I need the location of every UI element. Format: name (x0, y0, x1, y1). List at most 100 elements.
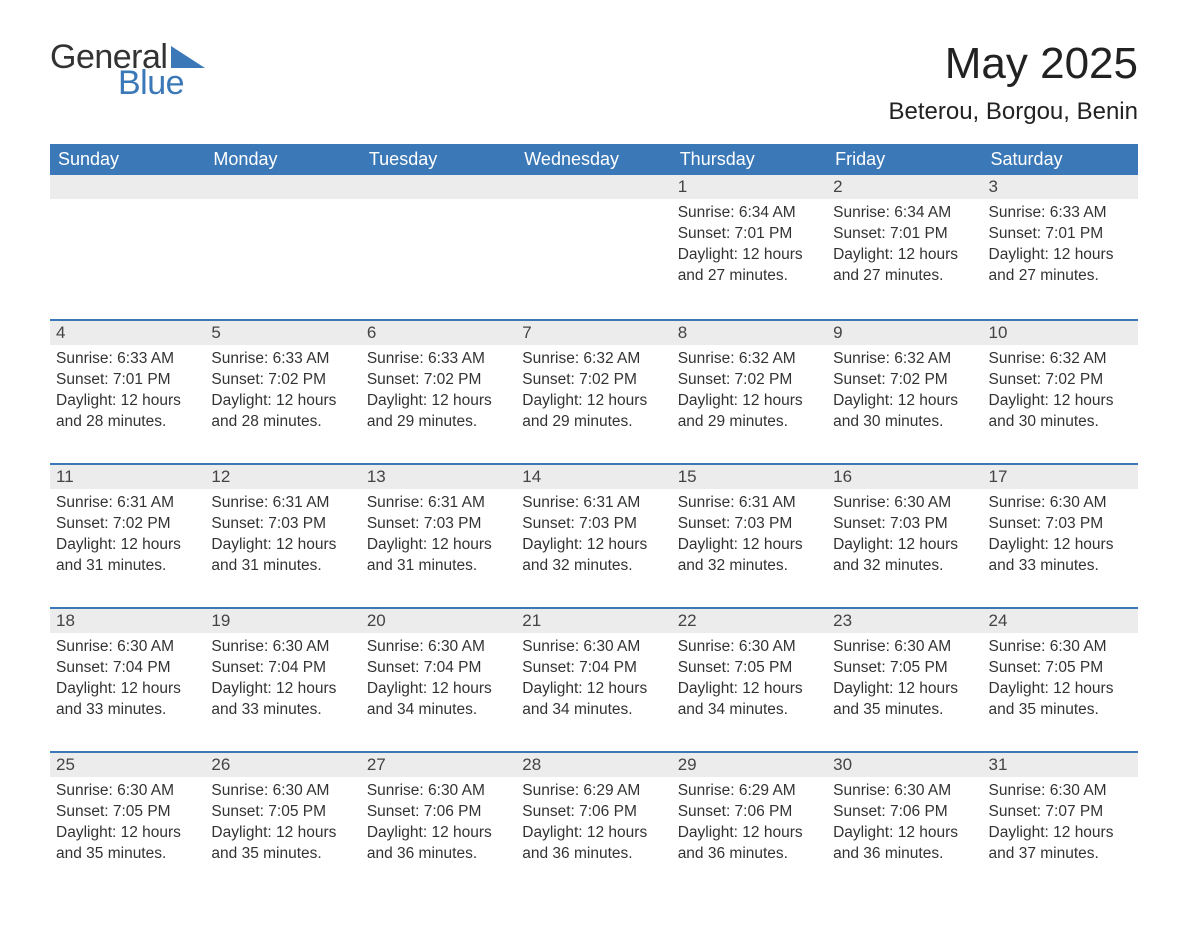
daylight-line: Daylight: 12 hours and 27 minutes. (833, 245, 976, 287)
sunset-line: Sunset: 7:05 PM (833, 658, 976, 679)
sunrise-line: Sunrise: 6:30 AM (833, 637, 976, 658)
daylight-line: Daylight: 12 hours and 34 minutes. (522, 679, 665, 721)
day-details: Sunrise: 6:30 AMSunset: 7:06 PMDaylight:… (827, 777, 982, 869)
empty-day-bar (361, 175, 516, 199)
sunset-line: Sunset: 7:04 PM (522, 658, 665, 679)
daylight-line: Daylight: 12 hours and 36 minutes. (833, 823, 976, 865)
daylight-line: Daylight: 12 hours and 35 minutes. (833, 679, 976, 721)
day-number-bar: 31 (983, 751, 1138, 777)
weekday-header: Monday (205, 144, 360, 175)
day-details: Sunrise: 6:29 AMSunset: 7:06 PMDaylight:… (516, 777, 671, 869)
sunrise-line: Sunrise: 6:29 AM (678, 781, 821, 802)
sunset-line: Sunset: 7:01 PM (989, 224, 1132, 245)
sunrise-line: Sunrise: 6:34 AM (678, 203, 821, 224)
daylight-line: Daylight: 12 hours and 30 minutes. (833, 391, 976, 433)
day-details: Sunrise: 6:30 AMSunset: 7:05 PMDaylight:… (827, 633, 982, 725)
daylight-line: Daylight: 12 hours and 33 minutes. (989, 535, 1132, 577)
day-details: Sunrise: 6:33 AMSunset: 7:02 PMDaylight:… (205, 345, 360, 437)
day-number-bar: 29 (672, 751, 827, 777)
sunset-line: Sunset: 7:05 PM (678, 658, 821, 679)
sunrise-line: Sunrise: 6:32 AM (989, 349, 1132, 370)
calendar-cell: 11Sunrise: 6:31 AMSunset: 7:02 PMDayligh… (50, 463, 205, 607)
weekday-header: Friday (827, 144, 982, 175)
weekday-header: Saturday (983, 144, 1138, 175)
calendar-cell: 20Sunrise: 6:30 AMSunset: 7:04 PMDayligh… (361, 607, 516, 751)
sunset-line: Sunset: 7:03 PM (522, 514, 665, 535)
sunrise-line: Sunrise: 6:33 AM (367, 349, 510, 370)
calendar-cell: 23Sunrise: 6:30 AMSunset: 7:05 PMDayligh… (827, 607, 982, 751)
daylight-line: Daylight: 12 hours and 35 minutes. (56, 823, 199, 865)
day-number-bar: 30 (827, 751, 982, 777)
calendar-cell: 21Sunrise: 6:30 AMSunset: 7:04 PMDayligh… (516, 607, 671, 751)
sunrise-line: Sunrise: 6:32 AM (678, 349, 821, 370)
daylight-line: Daylight: 12 hours and 36 minutes. (367, 823, 510, 865)
sunset-line: Sunset: 7:06 PM (833, 802, 976, 823)
day-details: Sunrise: 6:30 AMSunset: 7:06 PMDaylight:… (361, 777, 516, 869)
day-number-bar: 6 (361, 319, 516, 345)
daylight-line: Daylight: 12 hours and 29 minutes. (678, 391, 821, 433)
daylight-line: Daylight: 12 hours and 35 minutes. (211, 823, 354, 865)
calendar-cell: 26Sunrise: 6:30 AMSunset: 7:05 PMDayligh… (205, 751, 360, 895)
day-number-bar: 11 (50, 463, 205, 489)
calendar-row: 1Sunrise: 6:34 AMSunset: 7:01 PMDaylight… (50, 175, 1138, 319)
day-details: Sunrise: 6:33 AMSunset: 7:02 PMDaylight:… (361, 345, 516, 437)
empty-day-bar (516, 175, 671, 199)
empty-day-bar (205, 175, 360, 199)
sunset-line: Sunset: 7:06 PM (678, 802, 821, 823)
sunset-line: Sunset: 7:02 PM (989, 370, 1132, 391)
daylight-line: Daylight: 12 hours and 28 minutes. (211, 391, 354, 433)
weekday-header: Tuesday (361, 144, 516, 175)
daylight-line: Daylight: 12 hours and 27 minutes. (989, 245, 1132, 287)
calendar-thead: SundayMondayTuesdayWednesdayThursdayFrid… (50, 144, 1138, 175)
location-label: Beterou, Borgou, Benin (888, 98, 1138, 126)
calendar-page: General Blue May 2025 Beterou, Borgou, B… (0, 0, 1188, 935)
day-number-bar: 27 (361, 751, 516, 777)
day-details: Sunrise: 6:30 AMSunset: 7:04 PMDaylight:… (516, 633, 671, 725)
day-number-bar: 9 (827, 319, 982, 345)
daylight-line: Daylight: 12 hours and 29 minutes. (367, 391, 510, 433)
day-details: Sunrise: 6:31 AMSunset: 7:03 PMDaylight:… (361, 489, 516, 581)
calendar-row: 11Sunrise: 6:31 AMSunset: 7:02 PMDayligh… (50, 463, 1138, 607)
sunrise-line: Sunrise: 6:30 AM (367, 781, 510, 802)
day-details: Sunrise: 6:33 AMSunset: 7:01 PMDaylight:… (983, 199, 1138, 291)
calendar-cell: 18Sunrise: 6:30 AMSunset: 7:04 PMDayligh… (50, 607, 205, 751)
daylight-line: Daylight: 12 hours and 31 minutes. (211, 535, 354, 577)
day-details: Sunrise: 6:30 AMSunset: 7:05 PMDaylight:… (983, 633, 1138, 725)
daylight-line: Daylight: 12 hours and 36 minutes. (678, 823, 821, 865)
day-details: Sunrise: 6:30 AMSunset: 7:04 PMDaylight:… (205, 633, 360, 725)
day-number-bar: 28 (516, 751, 671, 777)
day-details: Sunrise: 6:33 AMSunset: 7:01 PMDaylight:… (50, 345, 205, 437)
sunset-line: Sunset: 7:03 PM (989, 514, 1132, 535)
daylight-line: Daylight: 12 hours and 36 minutes. (522, 823, 665, 865)
sunrise-line: Sunrise: 6:30 AM (833, 781, 976, 802)
sunset-line: Sunset: 7:02 PM (522, 370, 665, 391)
day-number-bar: 12 (205, 463, 360, 489)
day-details: Sunrise: 6:34 AMSunset: 7:01 PMDaylight:… (672, 199, 827, 291)
calendar-cell: 15Sunrise: 6:31 AMSunset: 7:03 PMDayligh… (672, 463, 827, 607)
sunrise-line: Sunrise: 6:30 AM (989, 493, 1132, 514)
page-header: General Blue May 2025 Beterou, Borgou, B… (50, 40, 1138, 126)
daylight-line: Daylight: 12 hours and 31 minutes. (56, 535, 199, 577)
daylight-line: Daylight: 12 hours and 29 minutes. (522, 391, 665, 433)
calendar-cell: 19Sunrise: 6:30 AMSunset: 7:04 PMDayligh… (205, 607, 360, 751)
calendar-cell (361, 175, 516, 319)
calendar-cell: 8Sunrise: 6:32 AMSunset: 7:02 PMDaylight… (672, 319, 827, 463)
logo-text-blue: Blue (118, 66, 205, 100)
day-details: Sunrise: 6:29 AMSunset: 7:06 PMDaylight:… (672, 777, 827, 869)
sunset-line: Sunset: 7:01 PM (833, 224, 976, 245)
calendar-cell: 10Sunrise: 6:32 AMSunset: 7:02 PMDayligh… (983, 319, 1138, 463)
sunrise-line: Sunrise: 6:30 AM (56, 637, 199, 658)
day-number-bar: 4 (50, 319, 205, 345)
day-number-bar: 5 (205, 319, 360, 345)
sunrise-line: Sunrise: 6:30 AM (367, 637, 510, 658)
sunrise-line: Sunrise: 6:30 AM (56, 781, 199, 802)
daylight-line: Daylight: 12 hours and 33 minutes. (211, 679, 354, 721)
weekday-row: SundayMondayTuesdayWednesdayThursdayFrid… (50, 144, 1138, 175)
sunset-line: Sunset: 7:02 PM (367, 370, 510, 391)
weekday-header: Wednesday (516, 144, 671, 175)
sunset-line: Sunset: 7:02 PM (211, 370, 354, 391)
sunrise-line: Sunrise: 6:30 AM (833, 493, 976, 514)
calendar-body: 1Sunrise: 6:34 AMSunset: 7:01 PMDaylight… (50, 175, 1138, 895)
sunset-line: Sunset: 7:03 PM (211, 514, 354, 535)
day-details: Sunrise: 6:32 AMSunset: 7:02 PMDaylight:… (827, 345, 982, 437)
